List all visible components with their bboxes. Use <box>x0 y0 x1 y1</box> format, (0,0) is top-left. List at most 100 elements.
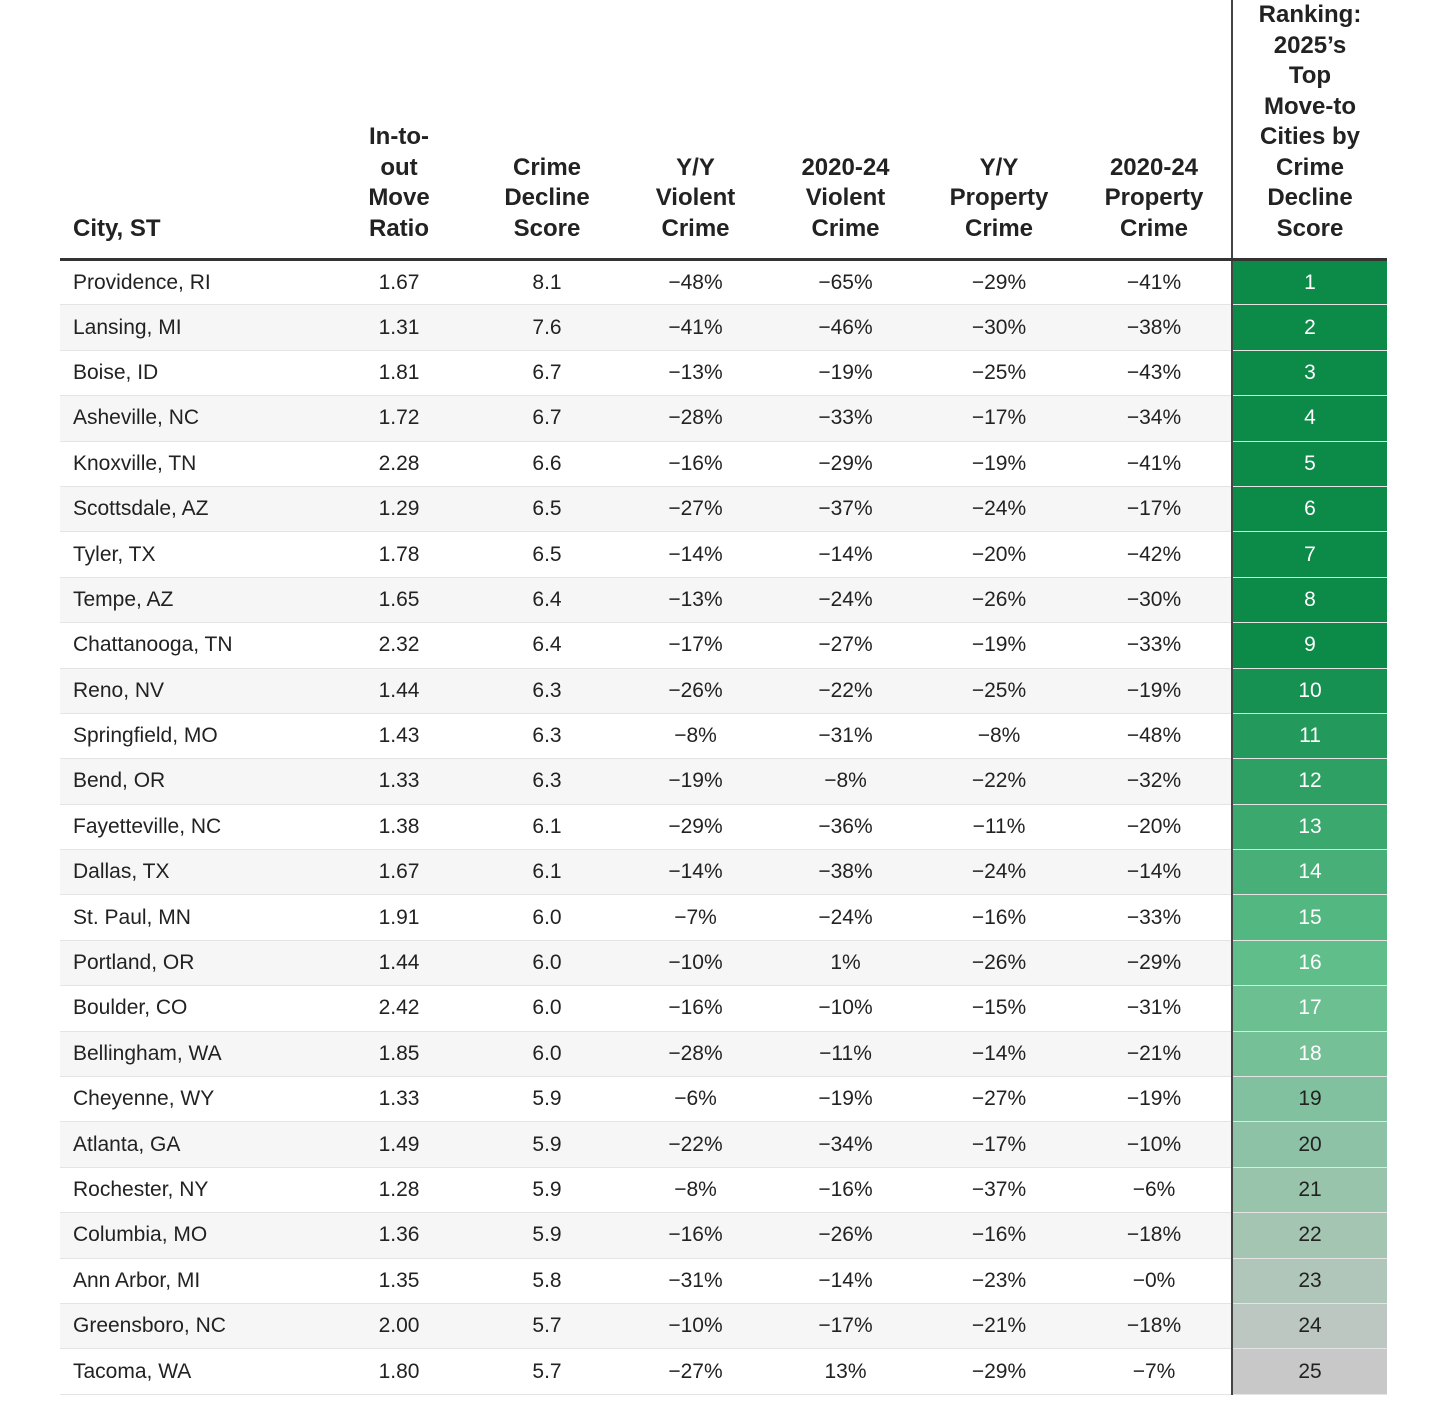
value-cell: −10% <box>1077 1121 1232 1168</box>
city-cell: Knoxville, TN <box>60 441 325 487</box>
value-cell: −11% <box>770 1031 921 1078</box>
value-cell: −23% <box>921 1258 1077 1304</box>
value-cell: 5.7 <box>473 1303 621 1350</box>
rank-cell: 12 <box>1231 758 1387 805</box>
value-cell: 6.3 <box>473 713 621 760</box>
header-line: Top <box>1288 62 1332 89</box>
header-line: Y/Y <box>676 153 715 181</box>
value-cell: −31% <box>621 1258 770 1304</box>
rank-cell: 21 <box>1231 1167 1387 1214</box>
value-cell: −30% <box>1077 577 1232 624</box>
value-cell: 5.9 <box>473 1076 621 1123</box>
value-cell: 1.67 <box>325 259 473 306</box>
header-line: Ratio <box>369 214 429 242</box>
value-cell: −26% <box>621 668 770 714</box>
table-row: Columbia, MO 1.36 5.9 −16% −26% −16% −18% 22 <box>60 1212 1387 1259</box>
rank-cell: 2 <box>1231 304 1387 351</box>
value-cell: −8% <box>621 713 770 760</box>
value-cell: −42% <box>1077 531 1232 578</box>
value-cell: 1.80 <box>325 1348 473 1395</box>
value-cell: 2.32 <box>325 622 473 669</box>
value-cell: −8% <box>621 1167 770 1214</box>
value-cell: 1.44 <box>325 940 473 987</box>
value-cell: 1.44 <box>325 668 473 714</box>
value-cell: −27% <box>770 622 921 669</box>
value-cell: −41% <box>1077 259 1232 306</box>
value-cell: −17% <box>1077 486 1232 533</box>
rank-cell: 11 <box>1231 713 1387 760</box>
table-row: Ann Arbor, MI 1.35 5.8 −31% −14% −23% −0% 23 <box>60 1258 1387 1304</box>
rank-cell: 19 <box>1231 1076 1387 1123</box>
header-line: Violent <box>655 184 736 211</box>
value-cell: 1.43 <box>325 713 473 760</box>
value-cell: −29% <box>770 441 921 487</box>
value-cell: −17% <box>770 1303 921 1350</box>
value-cell: 1.65 <box>325 577 473 624</box>
rank-cell: 24 <box>1231 1303 1387 1350</box>
city-cell: Springfield, MO <box>60 713 325 760</box>
city-cell: Rochester, NY <box>60 1167 325 1214</box>
table-row: Tempe, AZ 1.65 6.4 −13% −24% −26% −30% 8 <box>60 577 1387 624</box>
table-row: Springfield, MO 1.43 6.3 −8% −31% −8% −48% 11 <box>60 713 1387 760</box>
rank-cell: 14 <box>1231 849 1387 896</box>
table-row: Chattanooga, TN 2.32 6.4 −17% −27% −19% −33% 9 <box>60 622 1387 669</box>
table-row: Lansing, MI 1.31 7.6 −41% −46% −30% −38% 2 <box>60 304 1387 351</box>
city-cell: Portland, OR <box>60 940 325 987</box>
city-cell: Lansing, MI <box>60 304 325 351</box>
value-cell: −15% <box>921 985 1077 1032</box>
value-cell: −19% <box>1077 1076 1232 1123</box>
table-row: Providence, RI 1.67 8.1 −48% −65% −29% −41% 1 <box>60 259 1387 306</box>
value-cell: −26% <box>921 940 1077 987</box>
value-cell: 8.1 <box>473 259 621 306</box>
value-cell: −33% <box>770 395 921 442</box>
value-cell: −8% <box>770 758 921 805</box>
value-cell: 1.78 <box>325 531 473 578</box>
value-cell: −43% <box>1077 350 1232 397</box>
value-cell: −21% <box>921 1303 1077 1350</box>
value-cell: −26% <box>770 1212 921 1259</box>
value-cell: −48% <box>1077 713 1232 760</box>
value-cell: −16% <box>770 1167 921 1214</box>
value-cell: −10% <box>621 940 770 987</box>
value-cell: 6.0 <box>473 985 621 1032</box>
value-cell: −22% <box>621 1121 770 1168</box>
table-row: Knoxville, TN 2.28 6.6 −16% −29% −19% −41% 5 <box>60 441 1387 487</box>
value-cell: −19% <box>1077 668 1232 714</box>
value-cell: −13% <box>621 350 770 397</box>
header-line: Crime <box>661 214 730 242</box>
value-cell: −48% <box>621 259 770 306</box>
value-cell: 1.33 <box>325 1076 473 1123</box>
header-line: Ranking: <box>1258 1 1362 28</box>
city-cell: Bend, OR <box>60 758 325 805</box>
value-cell: −38% <box>1077 304 1232 351</box>
value-cell: 1.35 <box>325 1258 473 1304</box>
header-line: Decline <box>1267 184 1353 211</box>
column-header: 2020-24 Property Crime <box>1077 0 1232 261</box>
header-line: Crime <box>811 214 880 242</box>
value-cell: −27% <box>621 1348 770 1395</box>
value-cell: 7.6 <box>473 304 621 351</box>
value-cell: −16% <box>921 894 1077 941</box>
value-cell: −16% <box>621 1212 770 1259</box>
rank-cell: 3 <box>1231 350 1387 397</box>
header-line: Decline <box>504 184 590 211</box>
value-cell: −22% <box>921 758 1077 805</box>
value-cell: −6% <box>621 1076 770 1123</box>
value-cell: 6.4 <box>473 622 621 669</box>
rank-cell: 5 <box>1231 441 1387 487</box>
value-cell: 1.28 <box>325 1167 473 1214</box>
value-cell: −27% <box>921 1076 1077 1123</box>
value-cell: −31% <box>770 713 921 760</box>
value-cell: −31% <box>1077 985 1232 1032</box>
value-cell: −16% <box>621 441 770 487</box>
city-cell: Tacoma, WA <box>60 1348 325 1395</box>
value-cell: −19% <box>770 1076 921 1123</box>
value-cell: −36% <box>770 804 921 851</box>
value-cell: 5.9 <box>473 1167 621 1214</box>
city-cell: Atlanta, GA <box>60 1121 325 1168</box>
value-cell: 6.0 <box>473 1031 621 1078</box>
rank-cell: 22 <box>1231 1212 1387 1259</box>
rank-cell: 9 <box>1231 622 1387 669</box>
value-cell: 1.67 <box>325 849 473 896</box>
value-cell: −24% <box>921 486 1077 533</box>
